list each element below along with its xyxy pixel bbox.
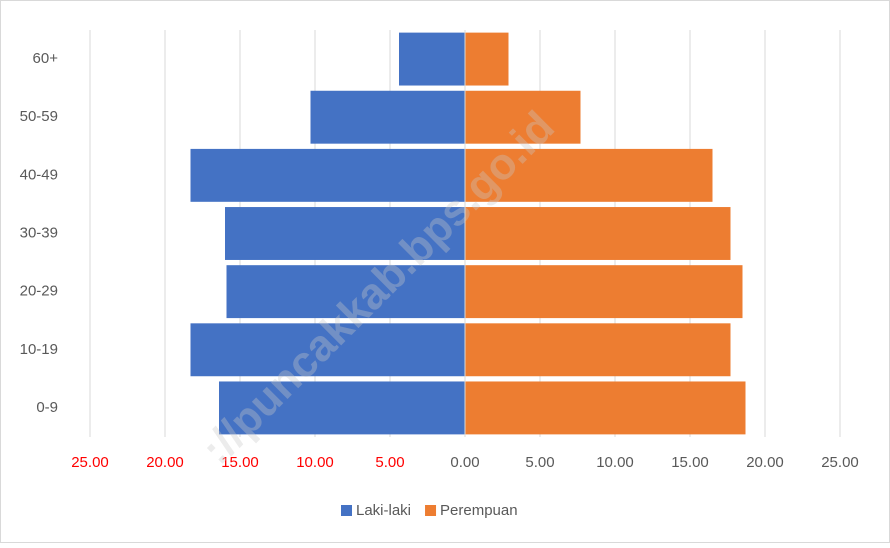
x-tick-label: 20.00 <box>146 454 184 471</box>
bar <box>465 148 713 202</box>
bar <box>465 32 509 86</box>
x-tick-label: 10.00 <box>596 454 634 471</box>
bar <box>465 207 731 260</box>
y-tick-label: 50-59 <box>20 108 58 125</box>
bar <box>465 381 746 435</box>
bar <box>465 323 731 377</box>
bar <box>219 381 465 435</box>
legend-swatch <box>341 505 352 516</box>
bar <box>225 207 465 260</box>
bar <box>310 90 465 144</box>
x-tick-label: 20.00 <box>746 454 784 471</box>
x-tick-label: 5.00 <box>525 454 554 471</box>
bar <box>465 265 743 319</box>
legend-label: Laki-laki <box>356 502 411 519</box>
bar <box>465 90 581 144</box>
x-tick-label: 15.00 <box>221 454 259 471</box>
bar <box>226 265 465 319</box>
y-tick-label: 40-49 <box>20 166 58 183</box>
y-tick-label: 20-29 <box>20 283 58 300</box>
y-tick-label: 30-39 <box>20 224 58 241</box>
legend-label: Perempuan <box>440 502 518 519</box>
x-tick-label: 25.00 <box>71 454 109 471</box>
x-tick-label: 25.00 <box>821 454 859 471</box>
x-tick-label: 10.00 <box>296 454 334 471</box>
x-tick-label: 5.00 <box>375 454 404 471</box>
bar <box>190 323 465 377</box>
bar <box>399 32 465 86</box>
y-tick-label: 0-9 <box>36 399 58 416</box>
legend-swatch <box>425 505 437 516</box>
y-tick-label: 10-19 <box>20 341 58 358</box>
y-tick-label: 60+ <box>33 50 59 67</box>
bar <box>190 148 465 202</box>
x-tick-label: 0.00 <box>450 454 479 471</box>
x-tick-label: 15.00 <box>671 454 709 471</box>
